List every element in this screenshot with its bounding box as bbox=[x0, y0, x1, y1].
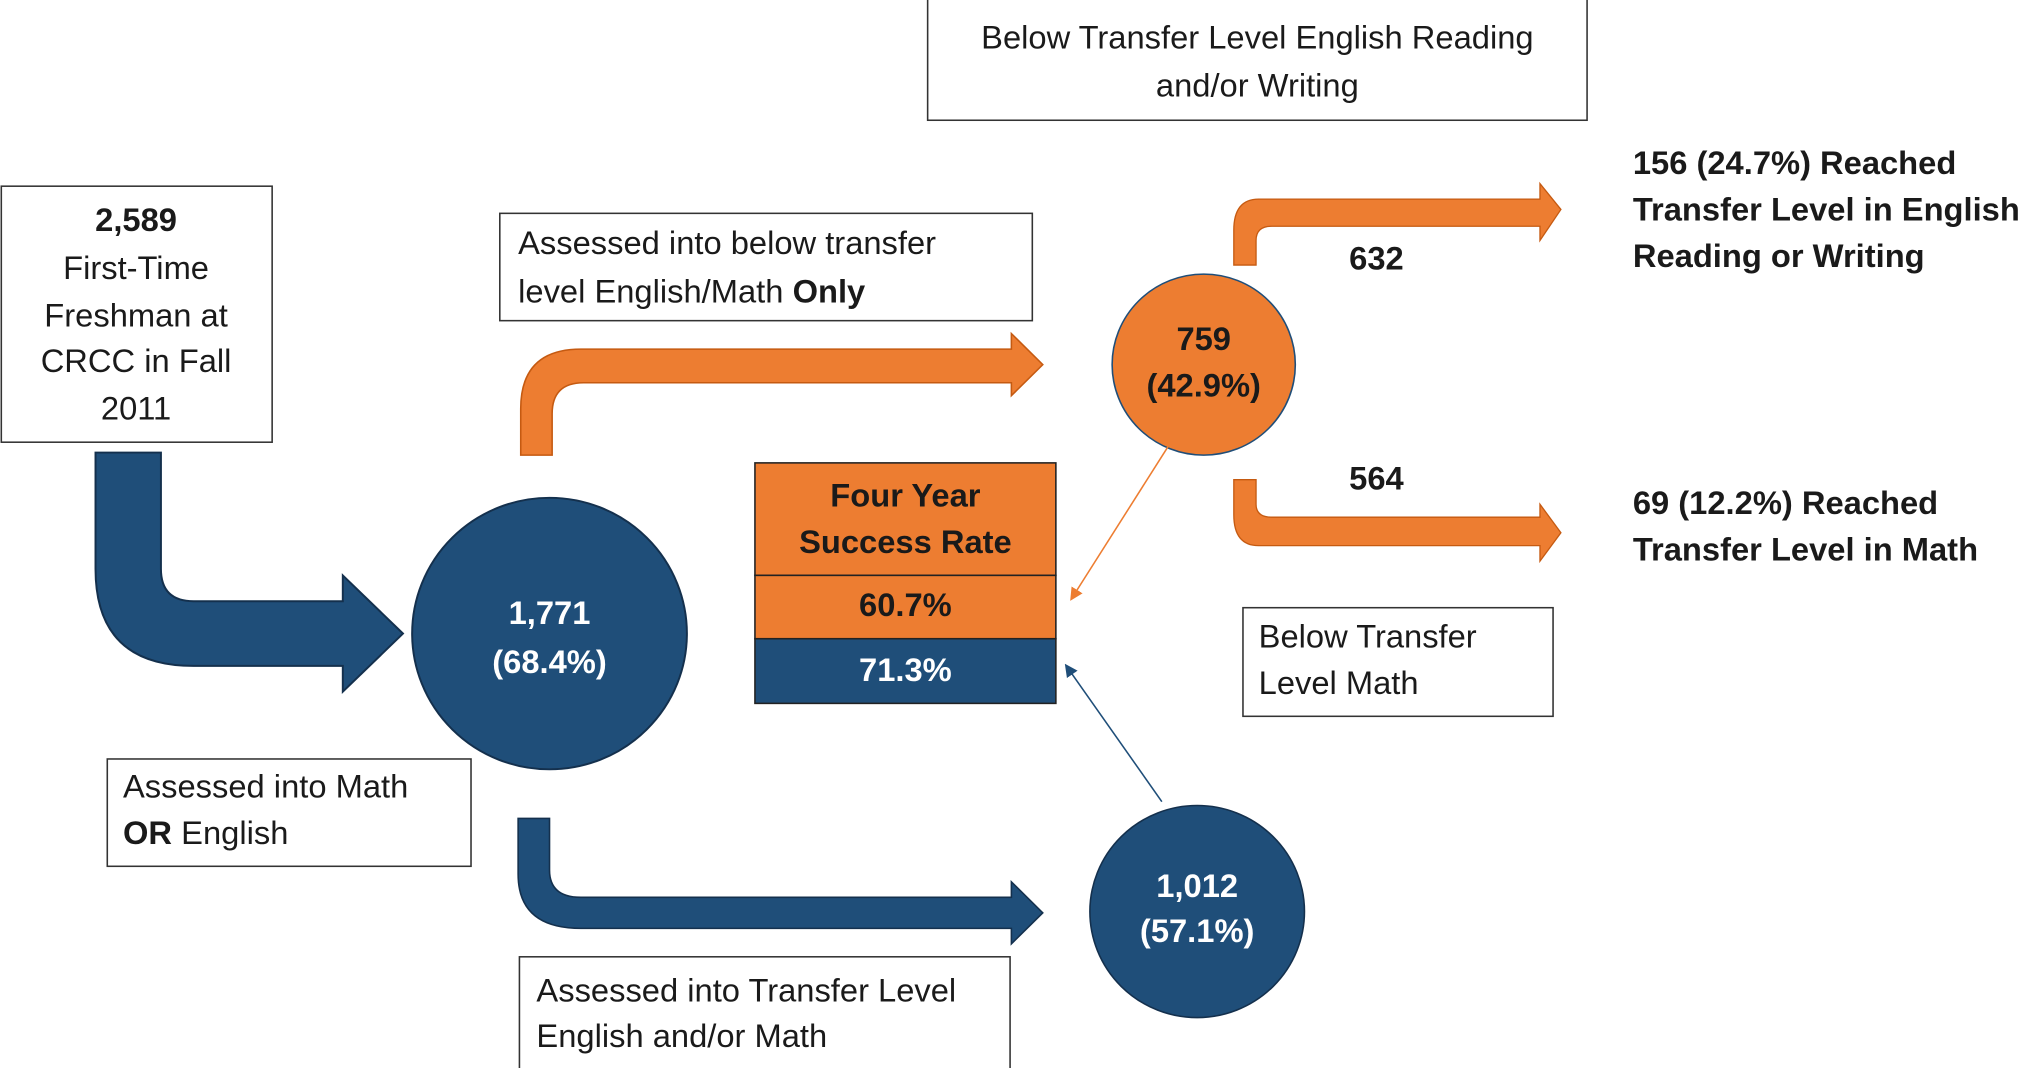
start-line: CRCC in Fall bbox=[41, 343, 232, 379]
flow-count: 564 bbox=[1349, 461, 1404, 497]
transfer-node bbox=[1089, 804, 1306, 1019]
result-line: Reading or Writing bbox=[1633, 238, 1925, 274]
table-cell: 71.3% bbox=[859, 652, 952, 688]
node-count: 759 bbox=[1176, 321, 1231, 357]
center-node bbox=[411, 496, 688, 771]
below-only-box bbox=[499, 212, 1034, 322]
assessed-line: Assessed into Math bbox=[123, 768, 408, 804]
table-header-text: Four Year bbox=[830, 478, 981, 514]
table-header bbox=[754, 462, 1057, 577]
flow-count: 632 bbox=[1349, 241, 1404, 277]
start-line: 2011 bbox=[101, 391, 171, 427]
below-only-line: Assessed into below transfer bbox=[518, 225, 936, 261]
math-box bbox=[1242, 606, 1554, 718]
arrow bbox=[519, 331, 1044, 456]
assessed-line: OR English bbox=[123, 815, 288, 851]
result-line: Transfer Level in Math bbox=[1633, 532, 1978, 568]
node-percent: (42.9%) bbox=[1146, 368, 1260, 404]
below-node bbox=[1111, 273, 1297, 456]
arrow bbox=[1233, 479, 1562, 564]
table-header-text: Success Rate bbox=[799, 524, 1012, 560]
assessed-box bbox=[106, 758, 472, 868]
start-line: First-Time bbox=[63, 250, 209, 286]
table-row bbox=[754, 637, 1057, 705]
math-line: Below Transfer bbox=[1259, 618, 1477, 654]
bold-word: OR bbox=[123, 815, 172, 851]
below-only-line: level English/Math Only bbox=[518, 273, 865, 309]
english-box bbox=[926, 0, 1588, 122]
transfer-box bbox=[518, 956, 1011, 1068]
connector bbox=[1070, 445, 1170, 601]
text-part: English bbox=[181, 815, 288, 851]
node-count: 1,771 bbox=[509, 595, 591, 631]
connector bbox=[1064, 663, 1163, 803]
result-line: 69 (12.2%) Reached bbox=[1633, 485, 1938, 521]
transfer-line: Assessed into Transfer Level bbox=[536, 973, 956, 1009]
node-percent: (68.4%) bbox=[492, 644, 606, 680]
english-line: and/or Writing bbox=[1156, 68, 1359, 104]
english-line: Below Transfer Level English Reading bbox=[981, 20, 1533, 56]
math-line: Level Math bbox=[1259, 665, 1419, 701]
transfer-line: English and/or Math bbox=[536, 1018, 827, 1054]
start-count: 2,589 bbox=[95, 202, 177, 238]
bold-word: Only bbox=[793, 273, 866, 309]
text-part: level English/Math bbox=[518, 273, 783, 309]
start-line: Freshman at bbox=[44, 298, 228, 334]
arrow bbox=[94, 451, 405, 695]
start-box bbox=[0, 185, 273, 443]
node-percent: (57.1%) bbox=[1140, 913, 1254, 949]
arrow bbox=[517, 817, 1044, 946]
table-row bbox=[754, 574, 1057, 640]
result-line: Transfer Level in English bbox=[1633, 192, 2020, 228]
arrow bbox=[1233, 181, 1562, 266]
table-cell: 60.7% bbox=[859, 587, 952, 623]
result-line: 156 (24.7%) Reached bbox=[1633, 145, 1956, 181]
node-count: 1,012 bbox=[1156, 868, 1238, 904]
